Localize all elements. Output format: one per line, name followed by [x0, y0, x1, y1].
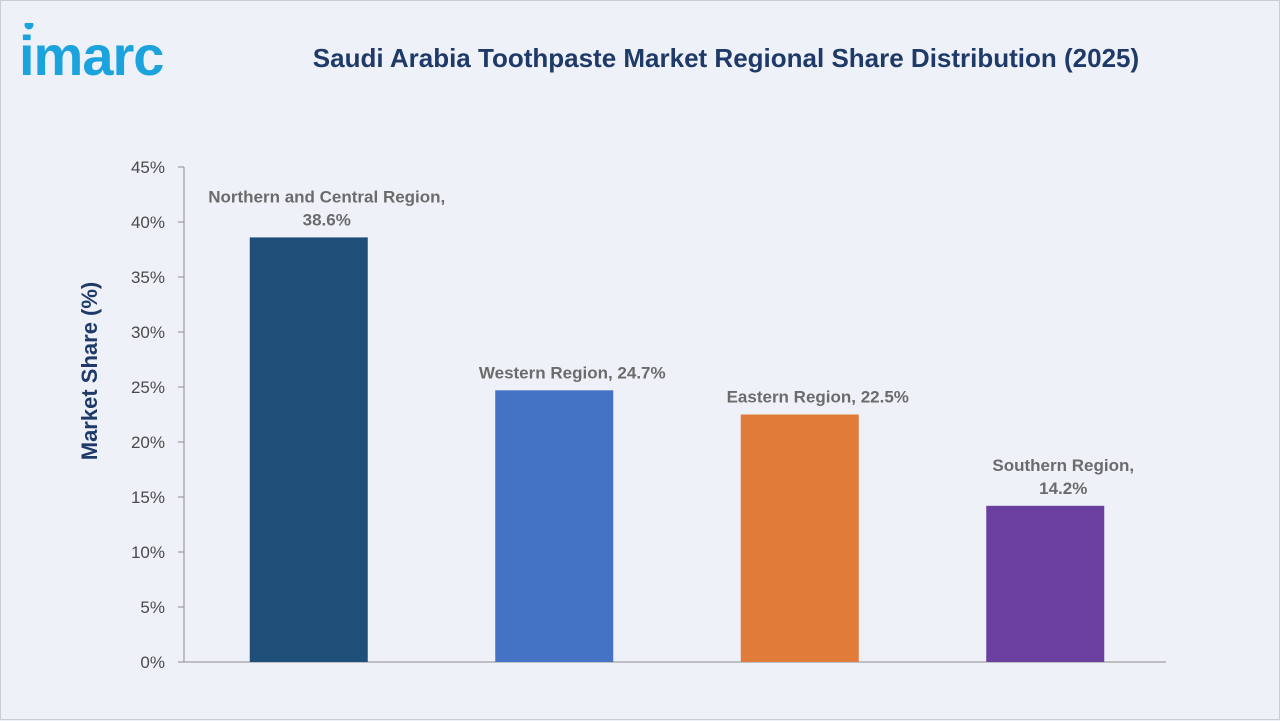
y-tick-label: 20% [131, 433, 165, 452]
bar-eastern-region [740, 414, 859, 662]
chart-title: Saudi Arabia Toothpaste Market Regional … [312, 43, 1140, 73]
y-tick-label: 30% [131, 323, 165, 342]
y-tick-label: 15% [131, 488, 165, 507]
y-tick-label: 10% [131, 543, 165, 562]
y-tick-label: 5% [140, 598, 165, 617]
data-label: Western Region, 24.7% [479, 363, 666, 382]
data-label: 14.2% [1039, 479, 1087, 498]
imarc-logo: imarc [19, 23, 164, 87]
y-tick-label: 25% [131, 378, 165, 397]
bar-western-region [495, 390, 614, 662]
y-tick-label: 40% [131, 213, 165, 232]
data-label: Eastern Region, 22.5% [727, 388, 909, 407]
bar-southern-region [986, 505, 1105, 662]
data-label: 38.6% [303, 210, 351, 229]
y-tick-label: 0% [140, 653, 165, 672]
y-tick-label: 35% [131, 268, 165, 287]
data-label: Southern Region, [992, 456, 1134, 475]
data-label: Northern and Central Region, [208, 187, 445, 206]
bar-northern-and-central-region [249, 237, 368, 662]
y-axis-label: Market Share (%) [77, 282, 102, 461]
y-tick-label: 45% [131, 158, 165, 177]
svg-text:imarc: imarc [19, 24, 163, 87]
